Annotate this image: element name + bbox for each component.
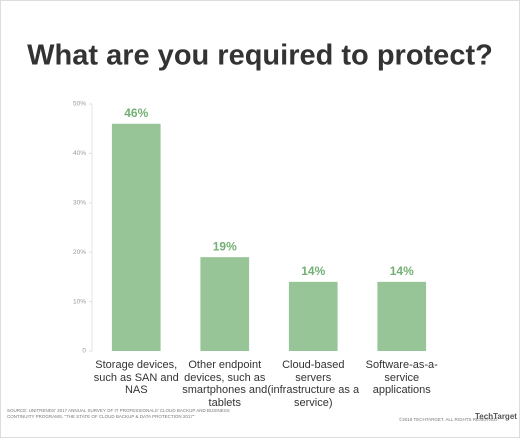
bar [288, 281, 338, 351]
y-tick-label: 30% [73, 200, 86, 207]
copyright: ©2018 TECHTARGET. ALL RIGHTS RESERVED. [399, 417, 499, 422]
y-tick-label: 0 [82, 348, 86, 355]
source-note: SOURCE: UNITRENDS' 2017 ANNUAL SURVEY OF… [7, 408, 230, 419]
value-label: 14% [390, 264, 414, 278]
logo: TechTarget [475, 412, 517, 421]
value-label: 46% [124, 106, 148, 120]
bar [200, 257, 250, 351]
bar [111, 123, 161, 351]
y-tick-label: 20% [73, 249, 86, 256]
chart-title: What are you required to protect? [27, 40, 493, 72]
x-tick-label: Software-as-a-service applications [365, 359, 438, 396]
bar [377, 281, 427, 351]
x-tick-label: Other endpoint devices, such as smartpho… [182, 359, 268, 409]
x-tick-label: Cloud-based servers (infrastructure as a… [267, 359, 360, 409]
y-tick-label: 10% [73, 298, 86, 305]
y-tick-label: 50% [73, 101, 86, 108]
value-label: 19% [213, 239, 237, 253]
y-tick-label: 40% [73, 150, 86, 157]
x-tick-label: Storage devices, such as SAN and NAS [93, 359, 179, 396]
value-label: 14% [301, 264, 325, 278]
